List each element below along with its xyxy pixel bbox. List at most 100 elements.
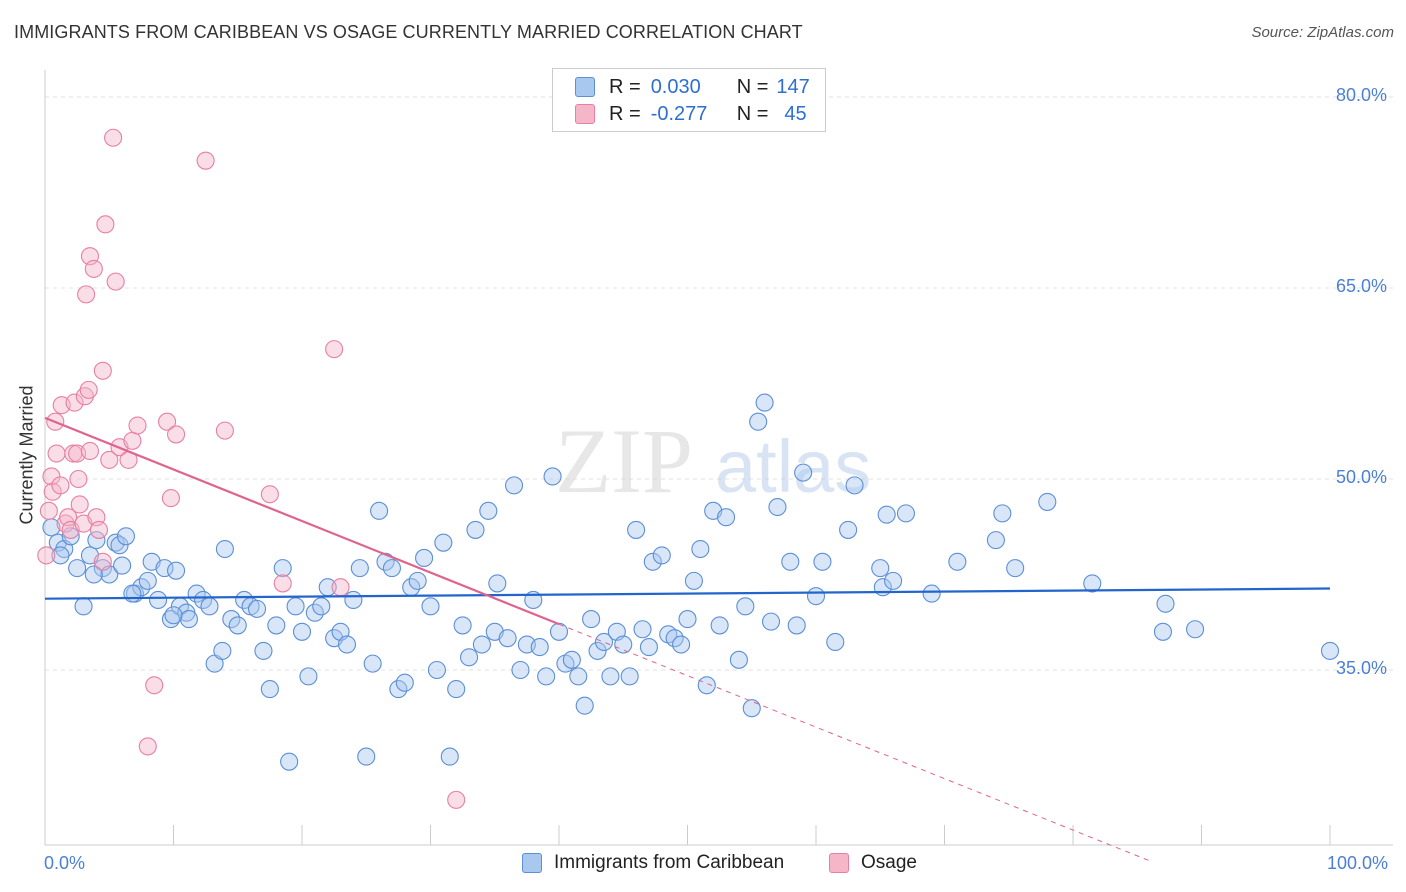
data-point-osage bbox=[93, 552, 112, 571]
y-tick-label: 50.0% bbox=[1336, 467, 1388, 487]
x-tick-label-max: 100.0% bbox=[1327, 853, 1389, 873]
data-point-caribbean bbox=[213, 641, 232, 660]
grid-layer bbox=[45, 96, 1393, 671]
data-point-caribbean bbox=[1156, 594, 1175, 613]
data-point-caribbean bbox=[504, 476, 524, 495]
data-point-caribbean bbox=[697, 676, 716, 695]
correlation-legend: R = 0.030 N = 147 R = -0.277 N = 45 bbox=[552, 68, 826, 132]
trendline-osage-extension bbox=[558, 623, 1151, 862]
data-point-caribbean bbox=[440, 747, 459, 766]
watermark: ZIP atlas bbox=[555, 410, 871, 512]
data-point-osage bbox=[138, 737, 157, 756]
data-point-caribbean bbox=[716, 508, 736, 527]
watermark-atlas: atlas bbox=[715, 425, 871, 508]
data-point-caribbean bbox=[749, 412, 768, 431]
data-point-caribbean bbox=[149, 590, 168, 610]
data-point-osage bbox=[80, 441, 100, 461]
legend-label-osage: Osage bbox=[861, 852, 917, 873]
chart-title: IMMIGRANTS FROM CARIBBEAN VS OSAGE CURRE… bbox=[14, 22, 803, 42]
data-point-caribbean bbox=[896, 504, 916, 523]
legend-n-value: 147 bbox=[776, 75, 810, 98]
data-point-caribbean bbox=[344, 590, 363, 610]
series-caribbean-points bbox=[42, 393, 1340, 771]
data-point-osage bbox=[79, 380, 98, 399]
data-point-osage bbox=[123, 431, 142, 450]
data-point-caribbean bbox=[415, 548, 434, 567]
data-point-caribbean bbox=[633, 620, 652, 639]
data-point-caribbean bbox=[684, 571, 703, 590]
data-point-caribbean bbox=[116, 527, 136, 546]
legend-r-label: R = bbox=[609, 75, 641, 98]
data-point-caribbean bbox=[543, 467, 562, 486]
data-point-caribbean bbox=[466, 520, 485, 539]
data-point-caribbean bbox=[155, 559, 174, 578]
data-point-osage bbox=[106, 272, 125, 291]
data-point-caribbean bbox=[562, 650, 581, 669]
data-point-caribbean bbox=[877, 505, 896, 524]
data-point-caribbean bbox=[273, 559, 292, 578]
data-point-caribbean bbox=[1038, 492, 1057, 511]
data-point-caribbean bbox=[594, 632, 614, 652]
data-point-caribbean bbox=[51, 546, 70, 565]
data-point-caribbean bbox=[575, 696, 594, 715]
data-point-osage bbox=[161, 489, 180, 508]
data-point-osage bbox=[196, 151, 215, 170]
legend-row-caribbean: R = 0.030 N = 147 bbox=[575, 74, 810, 100]
bottom-legend-caribbean: Immigrants from Caribbean bbox=[522, 852, 784, 874]
data-point-caribbean bbox=[68, 559, 87, 578]
legend-r-value: -0.277 bbox=[650, 102, 708, 125]
data-point-osage bbox=[51, 476, 70, 495]
data-point-caribbean bbox=[549, 622, 569, 641]
y-axis-label: Currently Married bbox=[16, 385, 37, 525]
data-point-caribbean bbox=[292, 622, 312, 641]
data-point-caribbean bbox=[652, 546, 671, 565]
data-point-caribbean bbox=[588, 641, 607, 660]
data-point-caribbean bbox=[74, 597, 93, 616]
data-point-caribbean bbox=[337, 635, 357, 654]
data-point-caribbean bbox=[813, 552, 832, 571]
data-point-caribbean bbox=[479, 501, 498, 520]
data-point-caribbean bbox=[787, 616, 806, 635]
data-point-caribbean bbox=[781, 552, 800, 571]
data-point-osage bbox=[77, 285, 96, 304]
data-point-osage bbox=[100, 450, 119, 469]
data-point-caribbean bbox=[164, 606, 183, 625]
data-point-caribbean bbox=[110, 536, 129, 555]
legend-r-label: R = bbox=[609, 102, 641, 125]
data-point-osage bbox=[158, 412, 177, 431]
data-point-caribbean bbox=[691, 539, 710, 559]
data-point-caribbean bbox=[472, 635, 491, 654]
legend-n-label: N = bbox=[736, 75, 769, 98]
data-point-caribbean bbox=[350, 559, 369, 578]
data-point-caribbean bbox=[1186, 620, 1205, 639]
data-point-caribbean bbox=[620, 667, 639, 686]
legend-swatch-pink bbox=[575, 104, 595, 124]
data-point-caribbean bbox=[408, 571, 427, 590]
data-point-caribbean bbox=[710, 616, 729, 635]
data-point-caribbean bbox=[254, 641, 273, 660]
data-point-caribbean bbox=[511, 660, 530, 680]
data-point-caribbean bbox=[614, 635, 633, 654]
data-point-osage bbox=[47, 444, 66, 463]
data-point-caribbean bbox=[530, 638, 549, 657]
data-point-caribbean bbox=[395, 673, 414, 692]
data-point-caribbean bbox=[215, 539, 234, 559]
data-point-caribbean bbox=[200, 597, 219, 616]
data-point-caribbean bbox=[537, 667, 556, 686]
data-point-caribbean bbox=[1153, 622, 1172, 641]
data-point-osage bbox=[145, 676, 164, 695]
y-tick-label: 80.0% bbox=[1336, 85, 1388, 105]
data-point-caribbean bbox=[627, 520, 646, 539]
data-point-caribbean bbox=[1006, 559, 1025, 578]
legend-swatch-blue bbox=[522, 853, 542, 873]
x-tick-label-min: 0.0% bbox=[44, 853, 86, 873]
data-point-caribbean bbox=[755, 393, 774, 412]
legend-row-osage: R = -0.277 N = 45 bbox=[575, 101, 807, 127]
data-point-caribbean bbox=[123, 584, 142, 603]
data-point-caribbean bbox=[267, 616, 286, 635]
data-point-osage bbox=[325, 340, 344, 359]
data-point-osage bbox=[104, 128, 123, 147]
legend-n-value: 45 bbox=[784, 102, 807, 125]
data-point-caribbean bbox=[459, 648, 479, 667]
data-point-caribbean bbox=[488, 574, 507, 593]
